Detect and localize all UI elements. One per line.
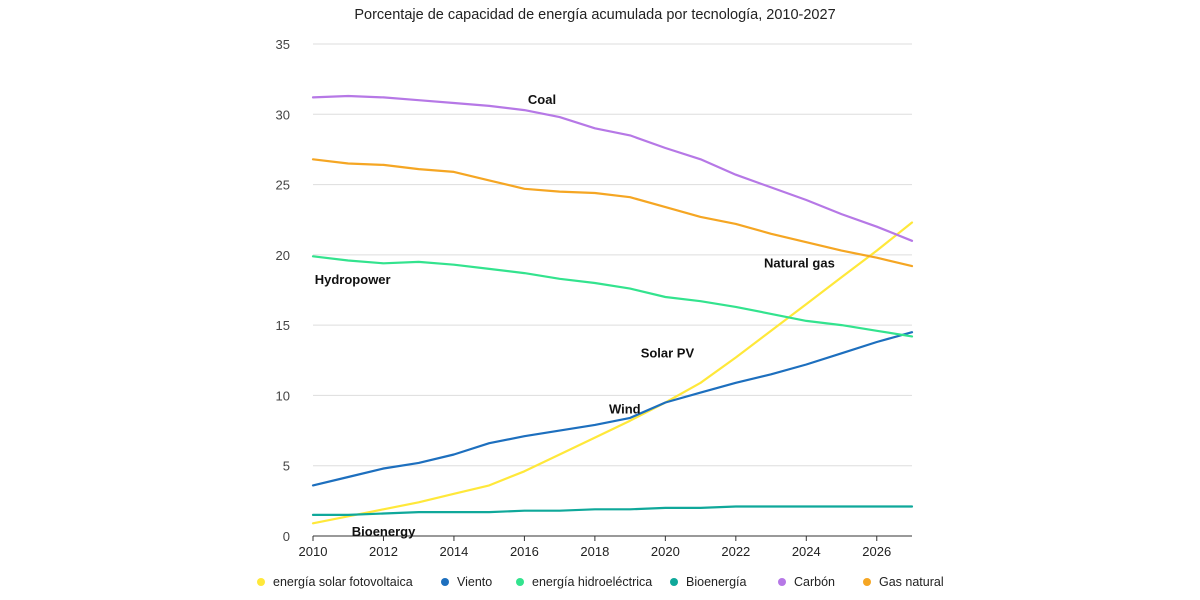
- series-annotation: Natural gas: [764, 255, 835, 270]
- x-tick-label: 2022: [721, 544, 750, 559]
- legend-swatch: [257, 578, 265, 586]
- series-line-1: [311, 331, 914, 487]
- x-tick-label: 2012: [369, 544, 398, 559]
- legend-label: Gas natural: [879, 575, 944, 589]
- legend-swatch: [863, 578, 871, 586]
- grid-layer: [313, 43, 912, 467]
- x-tick-label: 2020: [651, 544, 680, 559]
- legend-item[interactable]: energía solar fotovoltaica: [257, 575, 413, 589]
- legend-swatch: [441, 578, 449, 586]
- series-line-5: [311, 158, 914, 268]
- axis-layer: 0 5 10 15 20 25 30 35 2010 2012 2014 2016 2018 2020 20…: [276, 37, 912, 559]
- legend-item[interactable]: Carbón: [778, 575, 835, 589]
- series-line-0: [311, 221, 914, 525]
- series-annotation: Hydropower: [315, 272, 391, 287]
- legend: energía solar fotovoltaica Viento energía …: [0, 575, 1200, 593]
- legend-item[interactable]: Viento: [441, 575, 492, 589]
- y-tick-label: 35: [276, 37, 290, 52]
- x-tick-label: 2016: [510, 544, 539, 559]
- x-tick-label: 2024: [792, 544, 821, 559]
- series-line-2: [311, 255, 914, 338]
- x-tick-label: 2026: [862, 544, 891, 559]
- legend-item[interactable]: Gas natural: [863, 575, 944, 589]
- chart-title: Porcentaje de capacidad de energía acumu…: [354, 7, 836, 23]
- y-tick-label: 15: [276, 318, 290, 333]
- series-annotation: Solar PV: [641, 345, 695, 360]
- y-tick-label: 5: [283, 459, 290, 474]
- y-tick-label: 20: [276, 248, 290, 263]
- line-chart: 0 5 10 15 20 25 30 35 2010 2012 2014 2016 2018 2020 20…: [276, 37, 914, 559]
- x-tick-label: 2014: [439, 544, 468, 559]
- legend-label: Bioenergía: [686, 575, 747, 589]
- legend-swatch: [516, 578, 524, 586]
- legend-item[interactable]: energía hidroeléctrica: [516, 575, 652, 589]
- x-tick-label: 2010: [299, 544, 328, 559]
- x-tick-label: 2018: [580, 544, 609, 559]
- legend-label: energía hidroeléctrica: [532, 575, 653, 589]
- legend-label: Carbón: [794, 575, 835, 589]
- series-annotation: Coal: [528, 92, 556, 107]
- annotation-layer: Coal Natural gas Hydropower Solar PV Wind Bio…: [315, 92, 835, 539]
- legend-label: Viento: [457, 575, 493, 589]
- series-line-3: [311, 505, 914, 517]
- y-tick-label: 30: [276, 107, 290, 122]
- legend-swatch: [778, 578, 786, 586]
- y-tick-label: 25: [276, 178, 290, 193]
- series-annotation: Bioenergy: [352, 524, 416, 539]
- legend-item[interactable]: Bioenergía: [670, 575, 746, 589]
- legend-label: energía solar fotovoltaica: [273, 575, 413, 589]
- legend-swatch: [670, 578, 678, 586]
- series-line-4: [311, 94, 914, 242]
- series-annotation: Wind: [609, 401, 641, 416]
- y-tick-label: 0: [283, 529, 290, 544]
- series-layer: [311, 94, 914, 525]
- y-tick-label: 10: [276, 388, 290, 403]
